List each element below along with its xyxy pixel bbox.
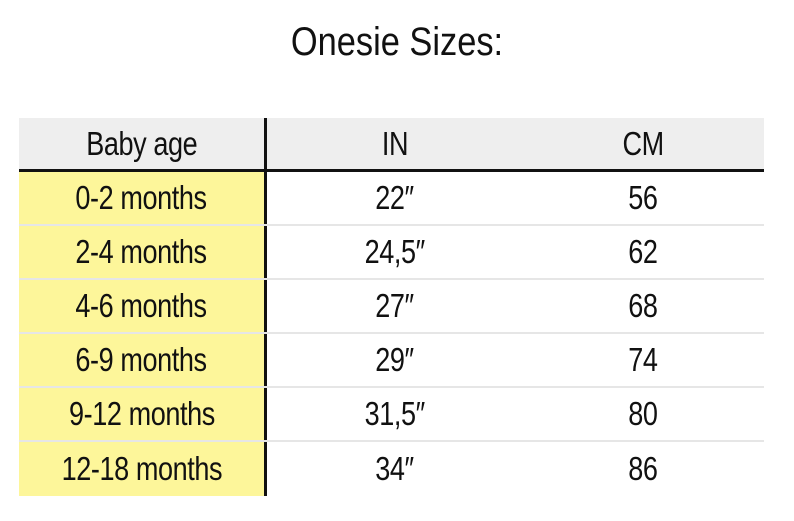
cm-cell: 68 [628, 287, 658, 324]
age-cell: 0-2 months [19, 172, 267, 224]
table-row: 2-4 months 24,5″ 62 [19, 226, 764, 280]
table-header-row: Baby age IN CM [19, 118, 764, 172]
in-cell: 22″ [375, 179, 414, 216]
age-cell: 12-18 months [19, 442, 267, 496]
header-baby-age: Baby age [19, 118, 267, 169]
in-cell: 34″ [375, 450, 414, 487]
header-cm: CM [622, 124, 664, 162]
cm-cell: 56 [628, 179, 658, 216]
in-cell: 24,5″ [364, 233, 425, 270]
table-row: 6-9 months 29″ 74 [19, 334, 764, 388]
table-row: 0-2 months 22″ 56 [19, 172, 764, 226]
cm-cell: 86 [628, 450, 658, 487]
in-cell: 29″ [375, 341, 414, 378]
page-title: Onesie Sizes: [290, 20, 504, 64]
size-table: Baby age IN CM 0-2 months 22″ 56 2-4 mon… [19, 118, 764, 496]
age-cell: 9-12 months [19, 388, 267, 440]
in-cell: 27″ [375, 287, 414, 324]
table-row: 9-12 months 31,5″ 80 [19, 388, 764, 442]
table-row: 4-6 months 27″ 68 [19, 280, 764, 334]
cm-cell: 74 [628, 341, 658, 378]
age-cell: 4-6 months [19, 280, 267, 332]
age-cell: 2-4 months [19, 226, 267, 278]
table-row: 12-18 months 34″ 86 [19, 442, 764, 496]
in-cell: 31,5″ [364, 395, 425, 432]
cm-cell: 80 [628, 395, 658, 432]
cm-cell: 62 [628, 233, 658, 270]
header-in: IN [381, 124, 408, 162]
age-cell: 6-9 months [19, 334, 267, 386]
